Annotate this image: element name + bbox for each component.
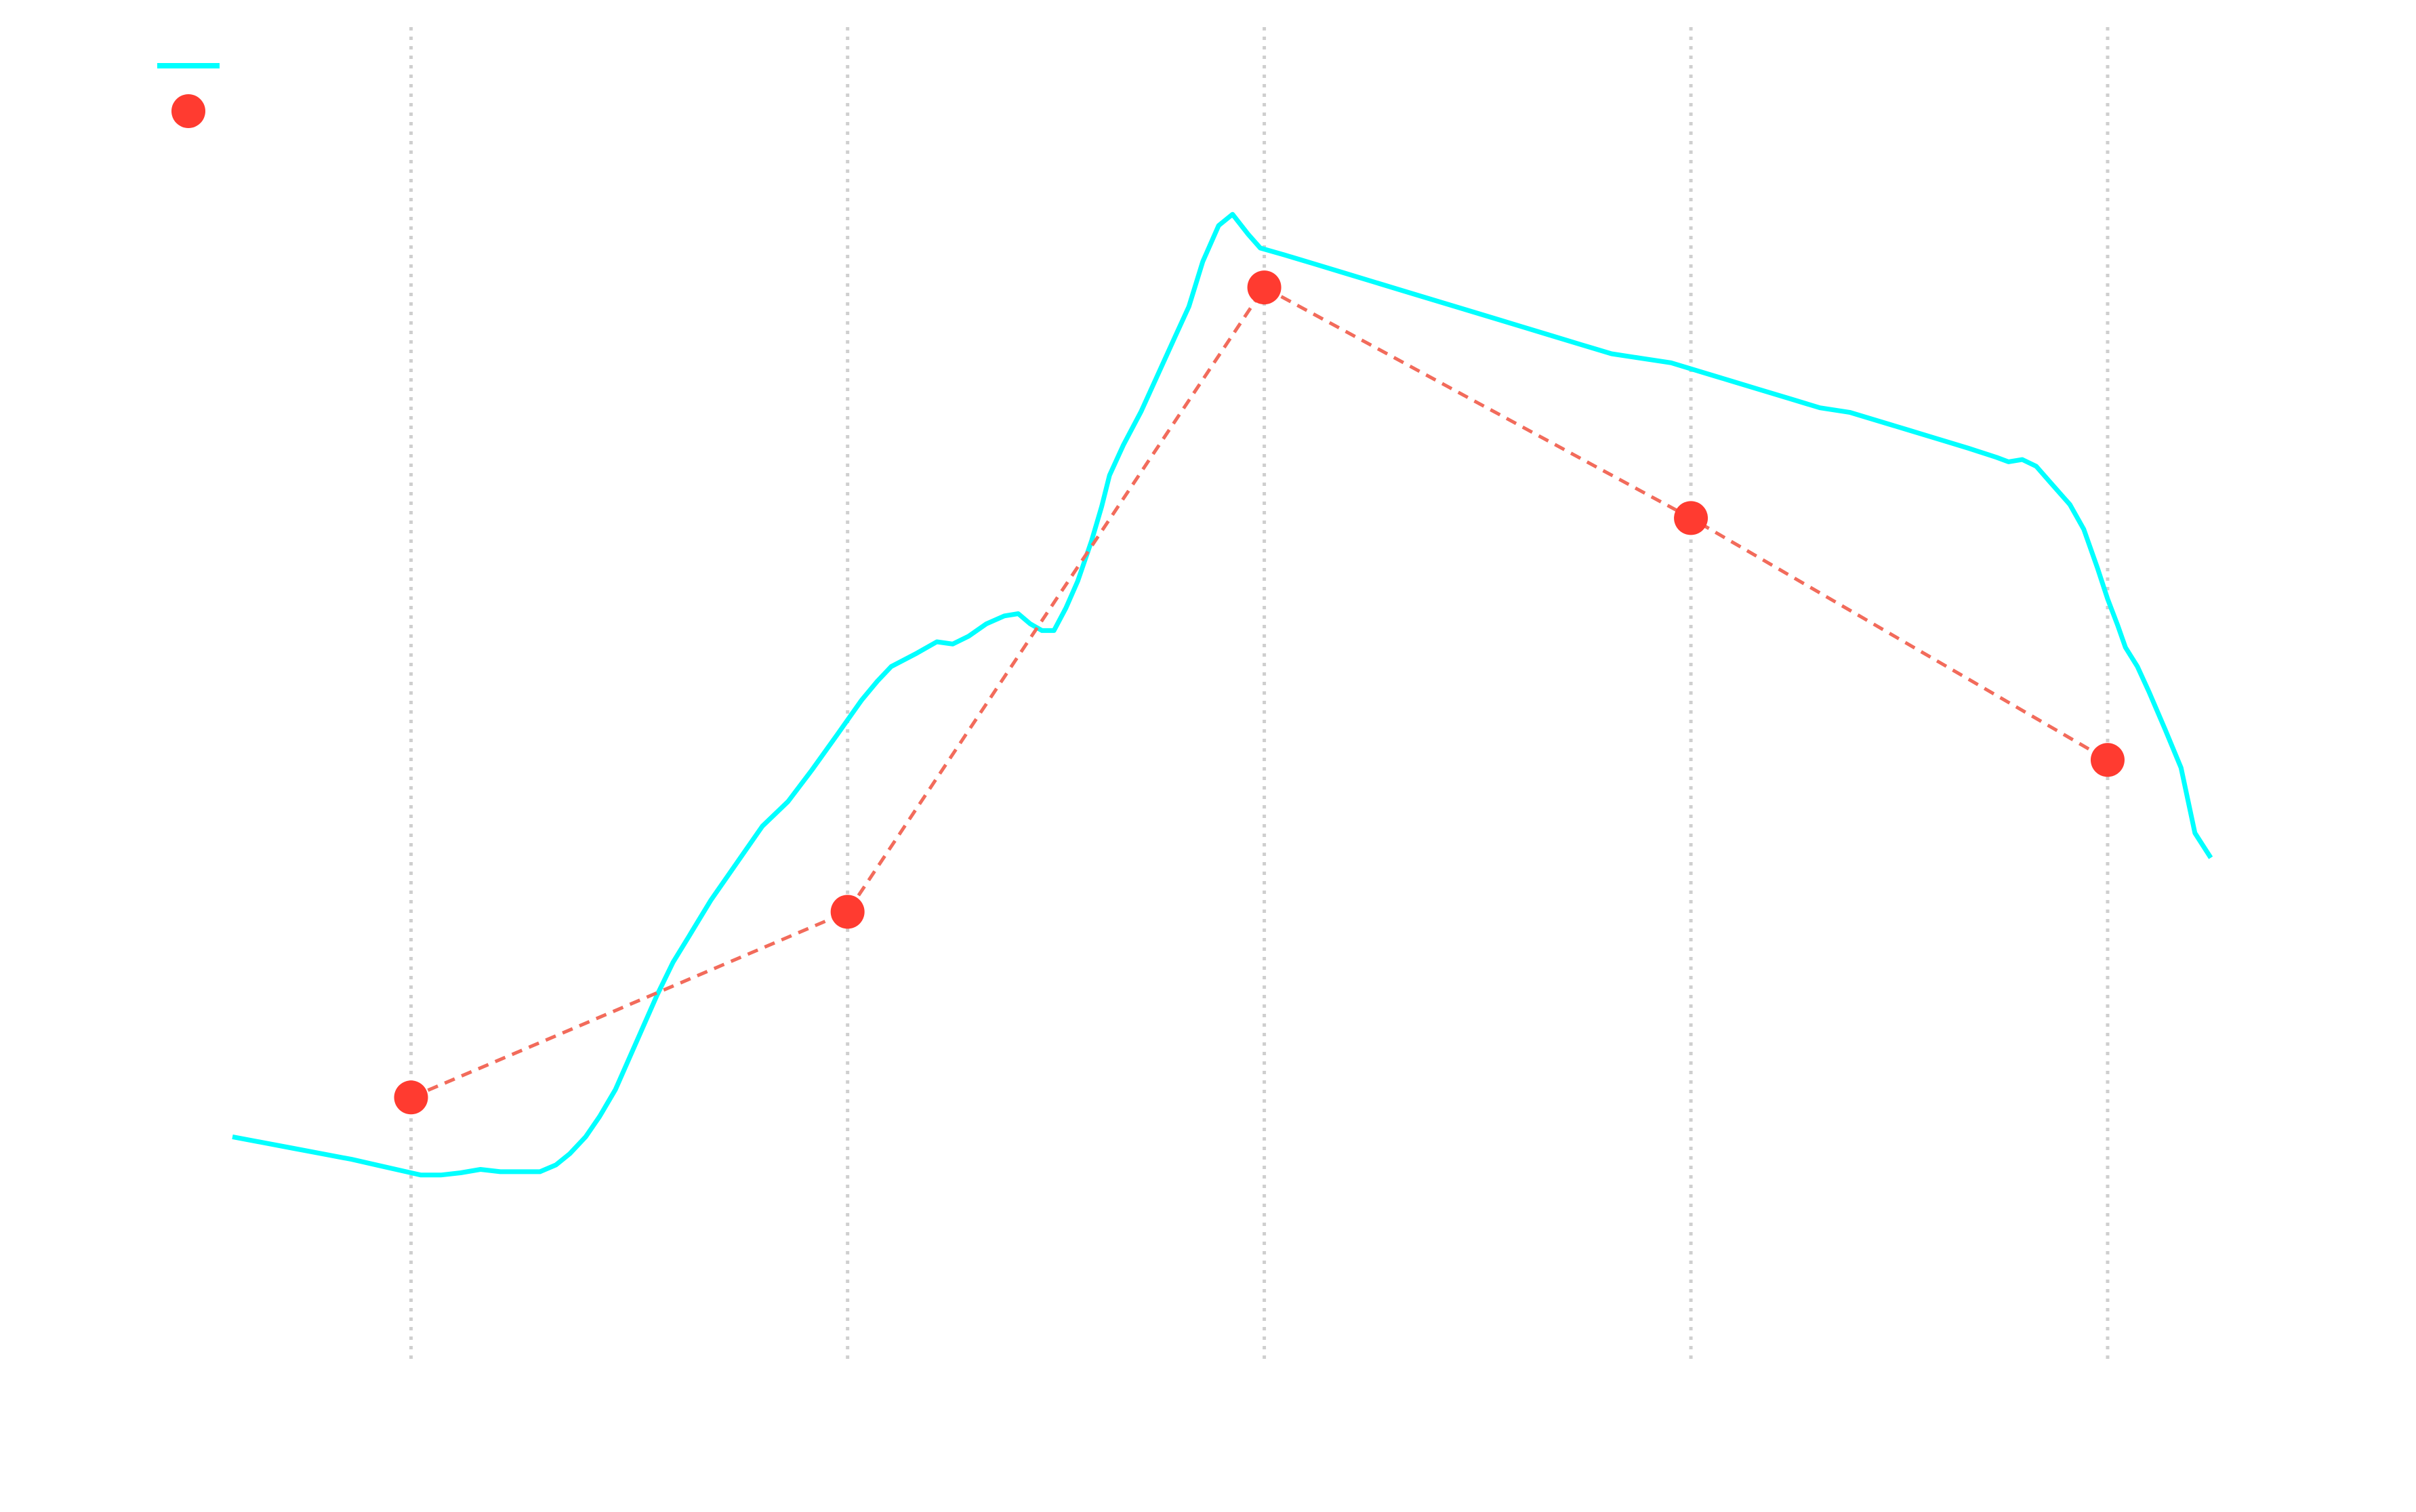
- legend-point-marker: [171, 94, 205, 128]
- data-point-1: [831, 895, 865, 928]
- legend: [157, 66, 220, 128]
- x-gridlines: [411, 27, 2108, 1362]
- scatter-series-layer: [394, 270, 2125, 1114]
- data-point-4: [2091, 743, 2125, 777]
- data-point-2: [1248, 270, 1282, 304]
- data-point-0: [394, 1080, 428, 1114]
- data-point-3: [1674, 501, 1708, 535]
- series-line-path: [232, 214, 2211, 1175]
- line-series-layer: [232, 214, 2211, 1175]
